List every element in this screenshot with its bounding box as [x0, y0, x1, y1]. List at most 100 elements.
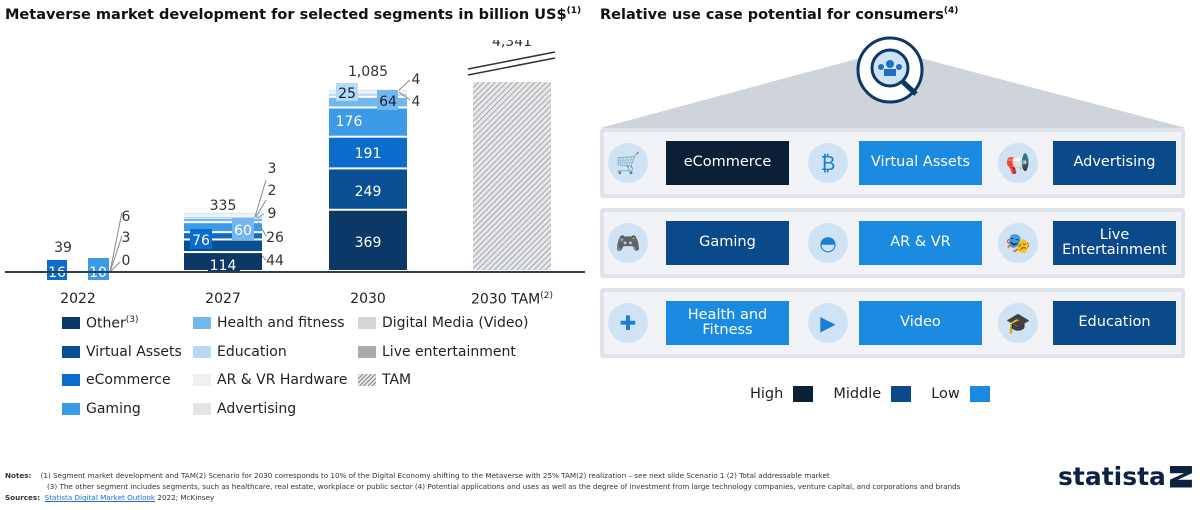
bar-segment-ecommerce	[184, 233, 262, 239]
gamepad-icon: 🎮	[608, 223, 648, 263]
label-bg	[377, 90, 398, 110]
legend-item: Advertising	[193, 401, 296, 417]
data-label: 64	[379, 94, 397, 110]
use-case-gaming: Gaming	[666, 221, 789, 265]
total-label: 335	[210, 198, 237, 214]
leader-line	[256, 213, 265, 219]
legend-swatch	[358, 345, 376, 358]
label-bg	[336, 83, 358, 101]
bitcoin-icon: ₿	[808, 143, 848, 183]
legend-swatch	[62, 345, 80, 358]
bar-segment-ecommerce	[329, 137, 407, 168]
use-case-row: 🛒 eCommerce ₿ Virtual Assets 📢 Advertising	[600, 128, 1185, 198]
axis-break-line	[467, 51, 556, 70]
right-title-text: Relative use case potential for consumer…	[600, 6, 944, 23]
notes-line-2: (3) The other segment includes segments,…	[47, 482, 960, 491]
legend-item: Digital Media (Video)	[358, 315, 529, 331]
graduation-cap-icon: 🎓	[998, 303, 1038, 343]
data-label: 3	[122, 230, 131, 246]
legend-item: Other(3)	[62, 315, 139, 332]
leader-line	[109, 235, 123, 273]
legend-label: Health and fitness	[217, 315, 345, 331]
legend-footnote: (3)	[125, 315, 139, 325]
legend-swatch	[62, 317, 80, 330]
data-label: 176	[336, 114, 363, 130]
bar-segment-health-and-fitness	[184, 218, 262, 222]
level-label: High	[750, 386, 784, 402]
legend-item: TAM	[358, 372, 411, 388]
tick-footnote: (2)	[540, 291, 553, 301]
leader-line	[254, 179, 267, 218]
notes-line-1: Notes: (1) Segment market development an…	[5, 471, 830, 480]
legend-item: Health and fitness	[193, 315, 345, 331]
bar-segment-advertising	[329, 89, 407, 92]
use-case-video: Video	[859, 301, 982, 345]
use-case-row: 🎮 Gaming ◓ AR & VR 🎭 Live Entertainment	[600, 208, 1185, 278]
bar-segment-education	[329, 93, 407, 96]
leader-line	[398, 91, 411, 101]
data-label: 4	[412, 72, 421, 88]
source-link[interactable]: Statista Digital Market Outlook	[44, 493, 156, 502]
health-cross-icon: ✚	[608, 303, 648, 343]
data-label: 114	[210, 258, 237, 274]
leader-line	[398, 79, 411, 91]
statista-logo: statista	[1058, 462, 1192, 491]
legend-swatch	[193, 374, 211, 386]
bar-segment-ar-vr-hardware	[329, 91, 407, 94]
stacked-bar-chart: 1610630114766032926443692491911766425443…	[5, 40, 585, 281]
total-label: 1,085	[348, 64, 388, 80]
title-footnote: (1)	[566, 6, 582, 16]
use-case-ecommerce: eCommerce	[666, 141, 789, 185]
legend-label: Education	[217, 343, 287, 360]
label-bg	[208, 256, 240, 272]
bar-segment-virtual-assets	[184, 240, 262, 252]
data-label: 191	[355, 146, 382, 162]
use-case-live-entertainment: Live Entertainment	[1053, 221, 1176, 265]
leader-line	[109, 211, 123, 273]
data-label: 6	[122, 209, 131, 225]
sources-label: Sources:	[5, 493, 41, 502]
level-swatch	[793, 386, 814, 402]
legend-label: Gaming	[86, 400, 141, 417]
legend-label: AR & VR Hardware	[217, 372, 348, 388]
leader-line	[261, 255, 267, 261]
tick-text: 2030 TAM	[471, 291, 541, 308]
use-case-education: Education	[1053, 301, 1176, 345]
legend-item: AR & VR Hardware	[193, 372, 347, 388]
note-2: (3) The other segment includes segments,…	[47, 482, 961, 491]
data-label: 9	[268, 206, 277, 222]
bar-segment-education	[184, 216, 262, 219]
data-label: 60	[234, 223, 252, 239]
data-label: 249	[355, 184, 382, 200]
data-label: 44	[266, 253, 284, 269]
data-label: 26	[266, 230, 284, 246]
use-case-health-and-fitness: Health and Fitness	[666, 301, 789, 345]
level-swatch	[891, 386, 912, 402]
title-footnote: (4)	[943, 6, 959, 16]
source-rest: 2022; McKinsey	[155, 493, 215, 502]
data-label: 369	[355, 235, 382, 251]
bar-segment-ecommerce	[47, 260, 67, 280]
brand-text: statista	[1058, 462, 1166, 491]
use-case-ar-vr: AR & VR	[859, 221, 982, 265]
notes-label: Notes:	[5, 471, 32, 480]
bar-segment-ar-vr-hardware	[184, 214, 262, 217]
tick-text: 2022	[60, 291, 96, 307]
data-label: 3	[268, 161, 277, 177]
sources-line: Sources: Statista Digital Market Outlook…	[5, 493, 214, 502]
legend-label: Virtual Assets	[86, 343, 182, 360]
data-label: 2	[268, 183, 277, 199]
bar-segment-virtual-assets	[329, 169, 407, 209]
legend-item: eCommerce	[62, 372, 171, 388]
axis-break	[467, 51, 556, 76]
data-label: 0	[122, 253, 131, 269]
legend-label: TAM	[382, 372, 412, 388]
x-tick-label: 2030	[350, 291, 386, 307]
legend-label: Live entertainment	[382, 343, 516, 360]
data-label: 4	[412, 94, 421, 110]
legend-label: eCommerce	[86, 372, 171, 388]
use-case-virtual-assets: Virtual Assets	[859, 141, 982, 185]
tick-text: 2027	[205, 291, 241, 307]
x-tick-label: 2022	[60, 291, 96, 307]
legend-swatch	[193, 345, 211, 358]
